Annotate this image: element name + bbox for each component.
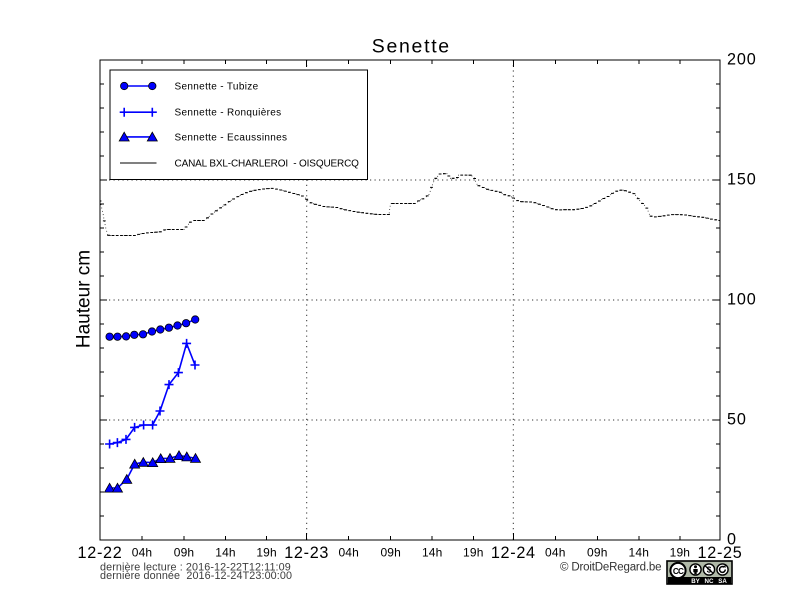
svg-text:19h: 19h [256, 545, 276, 559]
svg-text:14h: 14h [629, 545, 649, 559]
svg-text:CC: CC [673, 567, 684, 576]
svg-text:50: 50 [727, 411, 747, 429]
svg-text:Hauteur cm: Hauteur cm [74, 250, 95, 348]
svg-text:CANAL BXL-CHARLEROI - OISQUER: CANAL BXL-CHARLEROI - OISQUERCQ [175, 158, 360, 169]
svg-text:Sennette - Ecaussinnes: Sennette - Ecaussinnes [175, 132, 288, 143]
svg-text:12-25: 12-25 [698, 544, 743, 562]
svg-text:BY: BY [691, 578, 700, 585]
svg-text:12-24: 12-24 [491, 544, 536, 562]
svg-text:09h: 09h [587, 545, 607, 559]
svg-text:09h: 09h [174, 545, 194, 559]
svg-text:04h: 04h [545, 545, 565, 559]
svg-text:14h: 14h [215, 545, 235, 559]
svg-text:04h: 04h [338, 545, 358, 559]
svg-text:12-23: 12-23 [284, 544, 329, 562]
svg-text:12-22: 12-22 [78, 544, 123, 562]
svg-text:NC: NC [705, 578, 714, 585]
svg-text:150: 150 [727, 171, 757, 189]
svg-text:200: 200 [727, 51, 757, 69]
svg-text:SA: SA [718, 578, 727, 585]
svg-text:04h: 04h [132, 545, 152, 559]
svg-text:dernière lecture : 2016-12-22T: dernière lecture : 2016-12-22T12:11:09 [100, 562, 291, 574]
svg-text:Sennette - Tubize: Sennette - Tubize [175, 82, 259, 93]
svg-text:100: 100 [727, 291, 757, 309]
svg-text:© DroitDeRegard.be: © DroitDeRegard.be [560, 561, 661, 573]
svg-text:Sennette - Ronquières: Sennette - Ronquières [175, 108, 282, 119]
svg-text:09h: 09h [380, 545, 400, 559]
svg-text:19h: 19h [670, 545, 690, 559]
svg-text:14h: 14h [422, 545, 442, 559]
svg-text:dernière donnée 2016-12-24T23: dernière donnée 2016-12-24T23:00:00 [100, 570, 292, 582]
svg-text:0: 0 [727, 531, 737, 549]
svg-text:19h: 19h [463, 545, 483, 559]
svg-text:Senette: Senette [372, 36, 451, 58]
